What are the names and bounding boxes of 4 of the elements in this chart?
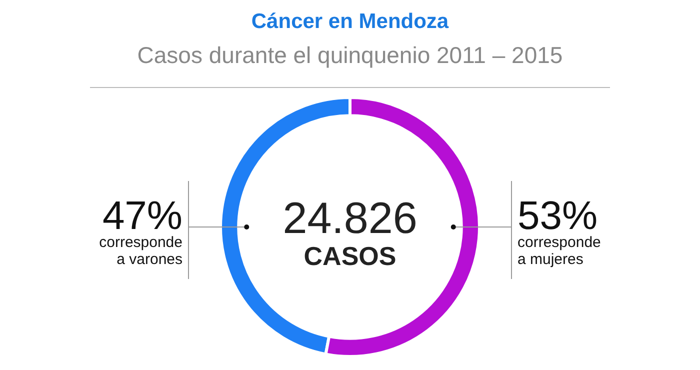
chart-subtitle: Casos durante el quinquenio 2011 – 2015 [136, 42, 564, 69]
text: 24.826 [282, 194, 418, 243]
text: CASOS [304, 241, 396, 271]
chart-title: Cáncer en Mendoza [250, 10, 450, 34]
